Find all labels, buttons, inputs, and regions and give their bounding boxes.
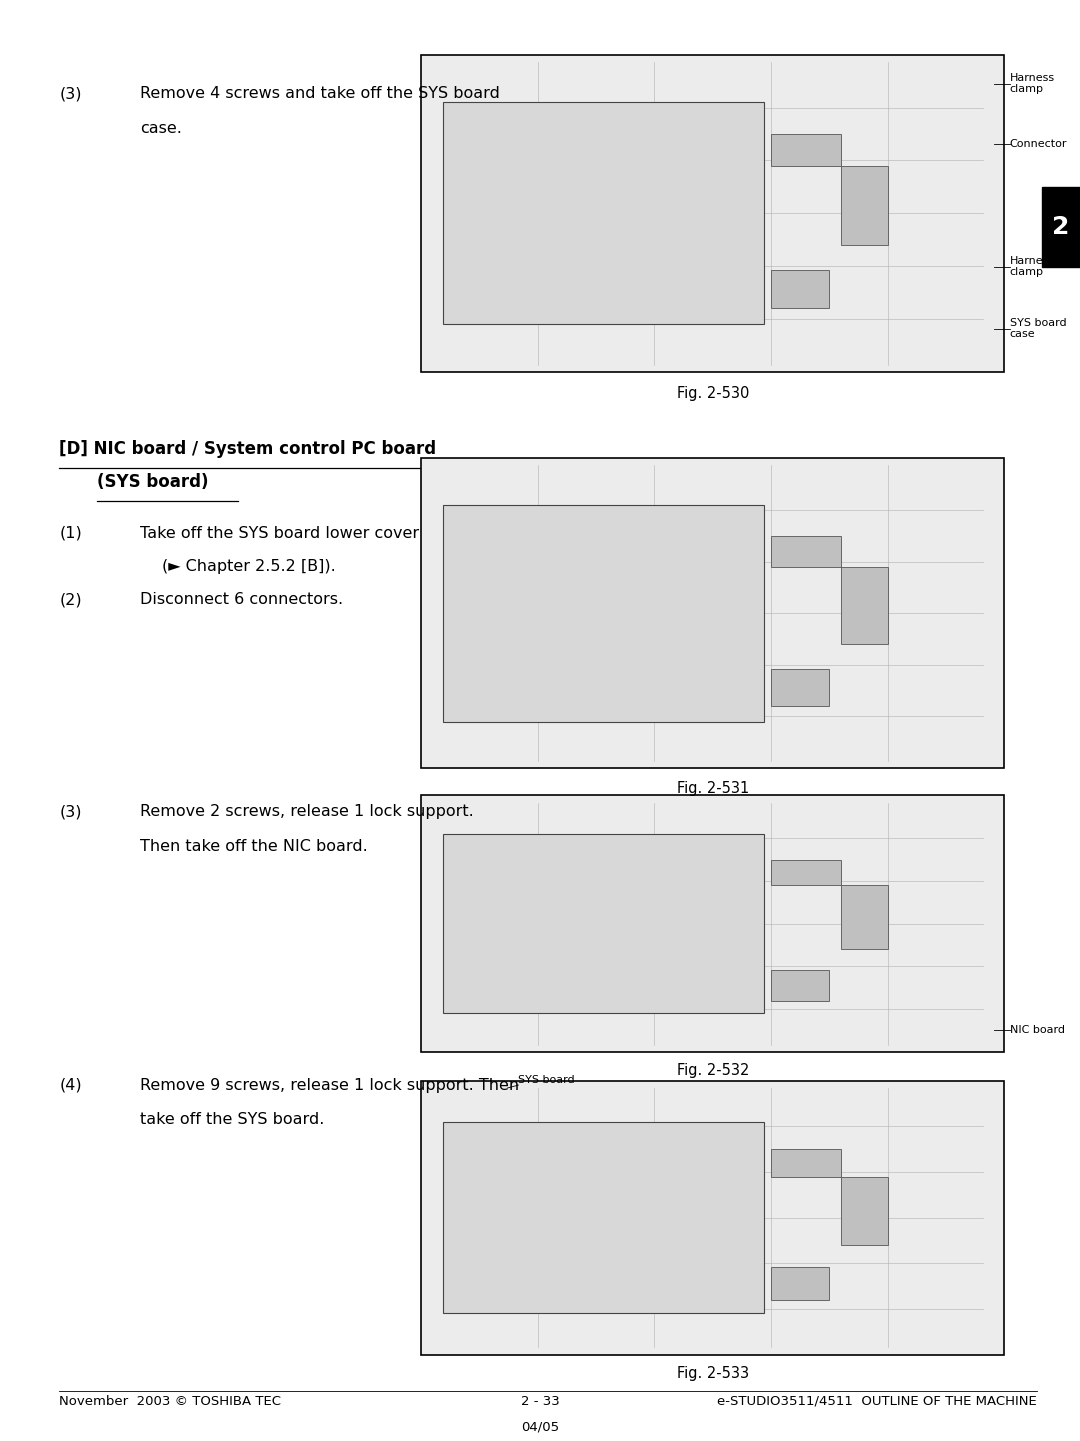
Bar bbox=[841, 1176, 888, 1245]
Text: 04/05: 04/05 bbox=[521, 1421, 559, 1434]
Text: (1): (1) bbox=[59, 526, 82, 540]
Text: (2): (2) bbox=[59, 592, 82, 607]
Text: November  2003 © TOSHIBA TEC: November 2003 © TOSHIBA TEC bbox=[59, 1395, 282, 1408]
Text: (SYS board): (SYS board) bbox=[97, 473, 208, 490]
Text: NIC board: NIC board bbox=[1010, 1026, 1065, 1035]
Text: Fig. 2-532: Fig. 2-532 bbox=[676, 1063, 750, 1078]
Bar bbox=[841, 166, 888, 245]
Bar bbox=[443, 102, 764, 324]
Text: (3): (3) bbox=[59, 804, 82, 818]
Text: take off the SYS board.: take off the SYS board. bbox=[140, 1112, 325, 1127]
Text: Fig. 2-531: Fig. 2-531 bbox=[677, 781, 748, 795]
Bar bbox=[771, 970, 829, 1000]
Text: SYS board
case: SYS board case bbox=[1010, 318, 1066, 339]
Bar bbox=[771, 669, 829, 706]
Bar bbox=[1042, 187, 1080, 267]
Bar bbox=[443, 504, 764, 722]
Bar bbox=[443, 1121, 764, 1314]
Text: case.: case. bbox=[140, 121, 183, 135]
Text: Fig. 2-533: Fig. 2-533 bbox=[677, 1366, 748, 1380]
Text: Remove 4 screws and take off the SYS board: Remove 4 screws and take off the SYS boa… bbox=[140, 86, 500, 101]
Bar bbox=[421, 795, 1004, 1052]
Bar bbox=[421, 458, 1004, 768]
Text: Fig. 2-530: Fig. 2-530 bbox=[676, 386, 750, 401]
Bar bbox=[771, 1150, 841, 1176]
Bar bbox=[421, 1081, 1004, 1355]
Text: Take off the SYS board lower cover: Take off the SYS board lower cover bbox=[140, 526, 419, 540]
Text: [D] NIC board / System control PC board: [D] NIC board / System control PC board bbox=[59, 440, 436, 457]
Text: 2: 2 bbox=[1052, 215, 1070, 239]
Text: SYS board: SYS board bbox=[518, 1075, 575, 1085]
Bar bbox=[771, 271, 829, 308]
Text: Harness
clamp: Harness clamp bbox=[1010, 256, 1055, 277]
Text: (► Chapter 2.5.2 [B]).: (► Chapter 2.5.2 [B]). bbox=[162, 559, 336, 574]
Text: Then take off the NIC board.: Then take off the NIC board. bbox=[140, 839, 368, 853]
Text: Connector: Connector bbox=[1010, 140, 1067, 148]
Bar bbox=[771, 859, 841, 885]
Text: Remove 9 screws, release 1 lock support. Then: Remove 9 screws, release 1 lock support.… bbox=[140, 1078, 519, 1092]
Bar bbox=[771, 1267, 829, 1300]
Text: (4): (4) bbox=[59, 1078, 82, 1092]
Text: Harness
clamp: Harness clamp bbox=[1010, 73, 1055, 94]
Bar bbox=[421, 55, 1004, 372]
Bar bbox=[771, 134, 841, 166]
Text: 2 - 33: 2 - 33 bbox=[521, 1395, 559, 1408]
Bar bbox=[841, 885, 888, 950]
Text: e-STUDIO3511/4511  OUTLINE OF THE MACHINE: e-STUDIO3511/4511 OUTLINE OF THE MACHINE bbox=[717, 1395, 1037, 1408]
Text: Remove 2 screws, release 1 lock support.: Remove 2 screws, release 1 lock support. bbox=[140, 804, 474, 818]
Bar bbox=[841, 566, 888, 644]
Text: (3): (3) bbox=[59, 86, 82, 101]
Text: Disconnect 6 connectors.: Disconnect 6 connectors. bbox=[140, 592, 343, 607]
Bar bbox=[443, 834, 764, 1013]
Bar bbox=[771, 536, 841, 566]
